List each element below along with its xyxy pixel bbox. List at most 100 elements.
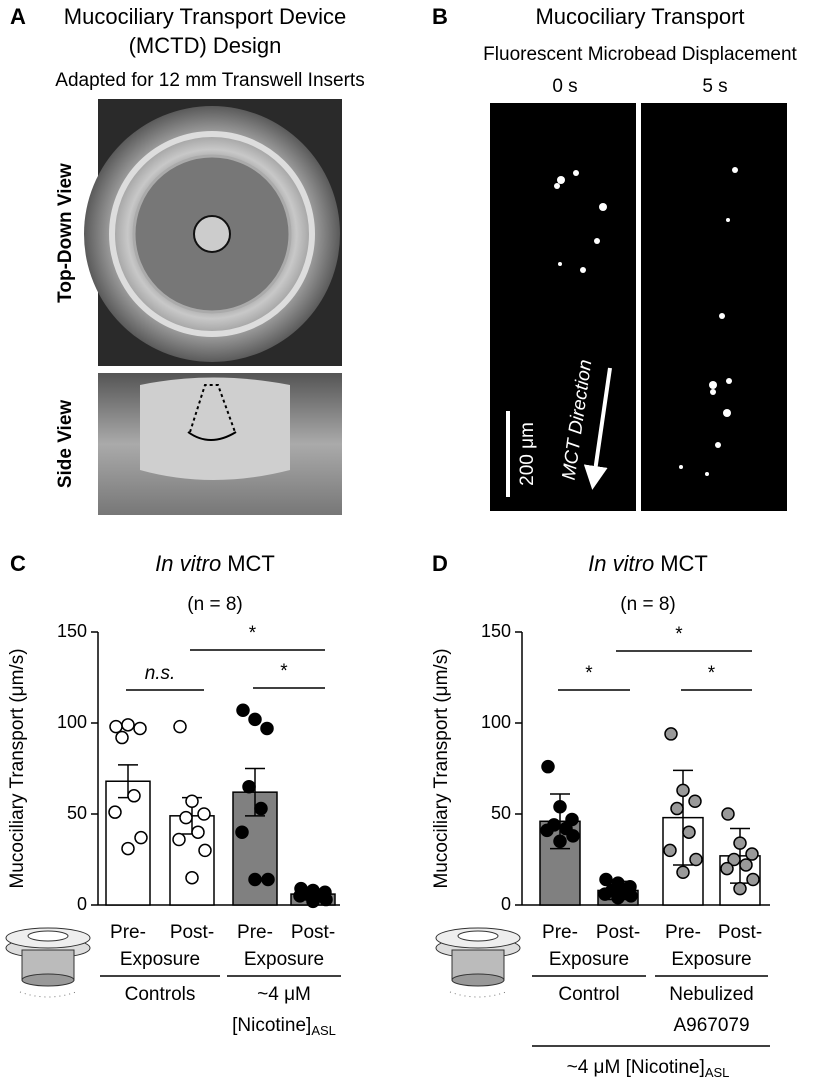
data-point xyxy=(108,805,122,819)
data-point xyxy=(173,719,187,734)
side-photo xyxy=(98,373,342,515)
y-axis-label: Mucociliary Transport (μm/s) xyxy=(7,648,28,888)
data-point xyxy=(133,721,147,736)
group-label: Exposure xyxy=(120,949,200,970)
x-tick-label: Post- xyxy=(170,922,214,943)
title-text: MCT xyxy=(660,551,708,576)
panel-letter: D xyxy=(432,551,448,576)
data-point xyxy=(745,847,759,861)
data-point xyxy=(236,703,250,718)
panel-title: (MCTD) Design xyxy=(129,33,282,58)
group-name-text: [Nicotine] xyxy=(232,1015,311,1036)
group-name-text: Nebulized xyxy=(669,984,754,1005)
group-label: Exposure xyxy=(244,949,324,970)
data-point xyxy=(121,841,135,856)
data-point xyxy=(746,872,760,887)
data-point xyxy=(293,889,307,903)
data-point xyxy=(179,810,193,825)
data-point xyxy=(553,799,567,814)
top-down-photo xyxy=(84,99,342,366)
data-point xyxy=(248,872,262,887)
chart-title: In vitro MCT xyxy=(155,551,275,576)
data-point xyxy=(121,718,135,732)
data-point xyxy=(127,789,141,803)
data-point xyxy=(235,825,249,839)
data-point xyxy=(191,825,205,839)
footer-text: ~4 μM [Nicotine] xyxy=(567,1057,705,1078)
x-tick-label: Pre- xyxy=(542,922,578,943)
data-point xyxy=(598,887,612,901)
significance-label: * xyxy=(675,624,683,645)
significance-label: * xyxy=(249,623,257,644)
panel-letter: C xyxy=(10,551,26,576)
microscopy-image xyxy=(490,103,787,511)
group-name: A967079 xyxy=(673,1015,749,1036)
group-name: Control xyxy=(558,984,619,1005)
data-point xyxy=(242,779,256,794)
panel-subtitle: Adapted for 12 mm Transwell Inserts xyxy=(55,70,364,91)
data-point xyxy=(599,872,613,887)
subscript: ASL xyxy=(311,1023,336,1038)
data-point xyxy=(109,719,123,734)
group-name-text: Controls xyxy=(125,984,196,1005)
x-tick-label: Post- xyxy=(718,922,762,943)
data-point xyxy=(611,890,625,905)
y-tick-label: 100 xyxy=(57,712,87,732)
data-point xyxy=(306,894,320,909)
title-italic: In vitro xyxy=(155,551,221,576)
x-tick-label: Pre- xyxy=(237,922,273,943)
data-point xyxy=(721,807,735,821)
data-point xyxy=(134,830,148,845)
data-point xyxy=(185,794,199,809)
x-tick-label: Post- xyxy=(596,922,640,943)
data-point xyxy=(541,759,555,774)
chart-subtitle: (n = 8) xyxy=(187,594,242,615)
time-label: 5 s xyxy=(702,76,727,97)
data-point xyxy=(688,794,702,809)
panel-letter: B xyxy=(432,4,448,29)
y-tick-label: 0 xyxy=(77,894,87,914)
data-point xyxy=(733,881,747,896)
subscript: ASL xyxy=(705,1065,730,1080)
group-name-text: A967079 xyxy=(673,1015,749,1036)
data-point xyxy=(739,858,753,872)
x-tick-label: Pre- xyxy=(110,922,146,943)
y-axis-label: Mucociliary Transport (μm/s) xyxy=(431,648,452,888)
device-icon xyxy=(5,927,521,998)
panel-title: Mucociliary Transport xyxy=(535,4,744,29)
data-point xyxy=(624,889,638,903)
data-point xyxy=(676,865,690,879)
view-label: Side View xyxy=(55,400,76,489)
data-point xyxy=(720,861,734,876)
data-point xyxy=(261,872,275,887)
data-point xyxy=(565,812,579,827)
group-name: ~4 μM xyxy=(257,984,311,1005)
chart-title: In vitro MCT xyxy=(588,551,708,576)
data-point xyxy=(733,836,747,850)
view-label: Top-Down View xyxy=(55,163,76,303)
panel-subtitle: Fluorescent Microbead Displacement xyxy=(483,44,797,65)
title-text: MCT xyxy=(227,551,275,576)
group-name: [Nicotine]ASL xyxy=(232,1015,336,1038)
y-tick-label: 150 xyxy=(57,621,87,641)
x-tick-label: Post- xyxy=(291,922,335,943)
data-point xyxy=(185,870,199,885)
time-label: 0 s xyxy=(552,76,577,97)
group-name-text: Control xyxy=(558,984,619,1005)
data-point xyxy=(319,892,333,907)
title-italic: In vitro xyxy=(588,551,654,576)
data-point xyxy=(689,852,703,867)
data-point xyxy=(670,801,684,816)
data-point xyxy=(540,823,554,838)
y-tick-label: 100 xyxy=(481,712,511,732)
y-tick-label: 0 xyxy=(501,894,511,914)
scale-bar-label: 200 μm xyxy=(517,422,538,486)
data-point xyxy=(260,721,274,736)
group-name: Controls xyxy=(125,984,196,1005)
data-point xyxy=(197,807,211,821)
chart-subtitle: (n = 8) xyxy=(620,594,675,615)
data-point xyxy=(664,727,678,741)
data-point xyxy=(254,801,268,816)
y-tick-label: 50 xyxy=(491,803,511,823)
